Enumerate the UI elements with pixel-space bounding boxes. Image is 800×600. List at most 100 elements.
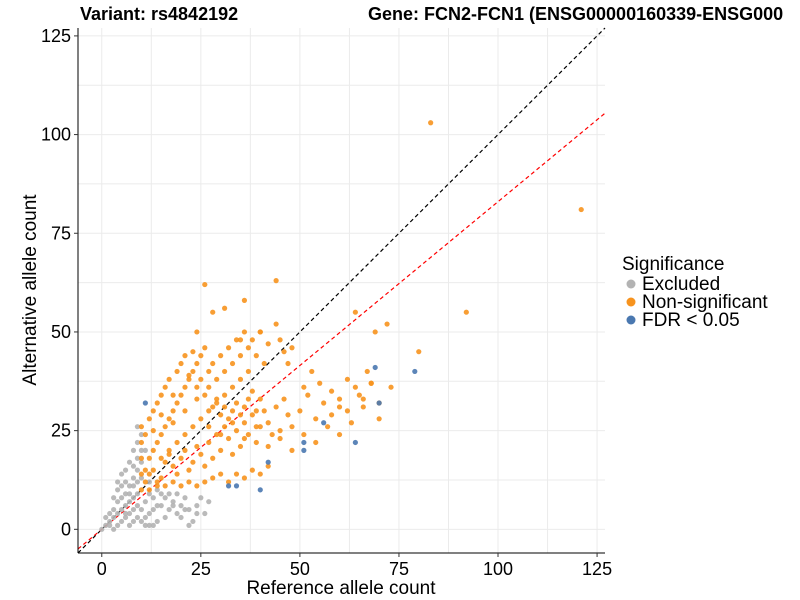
point-non-significant: [317, 380, 323, 386]
point-excluded: [166, 506, 172, 513]
point-non-significant: [166, 376, 172, 382]
point-non-significant: [281, 349, 287, 355]
point-non-significant: [257, 424, 263, 430]
point-non-significant: [198, 353, 204, 359]
point-non-significant: [348, 420, 355, 426]
y-tick-label: 100: [41, 125, 71, 145]
point-non-significant: [241, 435, 248, 442]
point-non-significant: [289, 447, 295, 453]
point-non-significant: [463, 309, 469, 315]
point-excluded: [99, 526, 105, 532]
point-non-significant: [253, 353, 259, 359]
point-non-significant: [229, 360, 236, 367]
point-non-significant: [210, 475, 216, 481]
point-excluded: [111, 526, 117, 532]
legend-key-non-significant: [626, 297, 636, 307]
point-excluded: [115, 510, 121, 517]
point-non-significant: [222, 404, 228, 410]
point-non-significant: [233, 428, 240, 434]
point-non-significant: [210, 404, 216, 410]
point-excluded: [130, 506, 137, 513]
point-excluded: [178, 503, 184, 509]
point-non-significant: [257, 396, 263, 402]
point-non-significant: [229, 384, 236, 390]
point-non-significant: [328, 388, 335, 394]
point-non-significant: [170, 408, 176, 414]
point-fdr-0-05: [225, 483, 232, 489]
point-excluded: [122, 467, 129, 473]
x-tick-label: 25: [191, 559, 211, 579]
grid-layer: [78, 28, 605, 553]
point-non-significant: [269, 431, 275, 438]
point-non-significant: [376, 416, 382, 422]
point-excluded: [134, 514, 141, 521]
point-non-significant: [162, 459, 168, 465]
legend-label-excluded: Excluded: [642, 274, 720, 295]
point-non-significant: [301, 384, 307, 390]
point-non-significant: [166, 447, 172, 453]
point-non-significant: [289, 424, 295, 430]
point-non-significant: [245, 431, 251, 438]
point-excluded: [115, 479, 121, 485]
point-non-significant: [150, 428, 156, 434]
point-non-significant: [150, 467, 156, 473]
chart-title-variant: Variant: rs4842192: [80, 4, 238, 24]
point-non-significant: [194, 384, 200, 390]
point-non-significant: [174, 368, 180, 375]
point-excluded: [134, 424, 141, 430]
point-non-significant: [158, 392, 164, 398]
point-non-significant: [222, 305, 228, 311]
point-non-significant: [289, 345, 295, 351]
point-non-significant: [265, 341, 271, 347]
point-non-significant: [225, 416, 232, 422]
point-non-significant: [170, 463, 176, 469]
axes: [77, 28, 605, 554]
point-non-significant: [218, 447, 224, 453]
point-excluded: [130, 518, 137, 525]
point-excluded: [115, 522, 121, 528]
point-excluded: [198, 495, 204, 501]
point-excluded: [146, 479, 152, 485]
point-excluded: [122, 510, 129, 517]
point-excluded: [170, 499, 176, 505]
point-fdr-0-05: [233, 483, 240, 489]
point-excluded: [154, 518, 160, 525]
y-tick-label: 125: [41, 26, 71, 46]
point-non-significant: [138, 424, 144, 430]
point-non-significant: [178, 392, 184, 398]
point-non-significant: [328, 412, 335, 418]
point-excluded: [138, 518, 144, 525]
point-non-significant: [206, 408, 212, 414]
point-non-significant: [214, 400, 220, 406]
point-non-significant: [257, 471, 263, 477]
point-excluded: [118, 483, 125, 489]
point-non-significant: [162, 384, 168, 390]
point-non-significant: [202, 392, 208, 398]
point-non-significant: [225, 479, 232, 485]
point-non-significant: [194, 396, 200, 402]
point-excluded: [142, 447, 148, 453]
point-non-significant: [146, 487, 152, 493]
point-non-significant: [253, 439, 259, 446]
point-non-significant: [352, 384, 358, 390]
point-non-significant: [154, 439, 160, 446]
point-excluded: [146, 491, 152, 497]
point-non-significant: [309, 368, 315, 375]
point-non-significant: [202, 345, 208, 351]
point-excluded: [138, 506, 144, 513]
point-excluded: [150, 522, 156, 528]
point-excluded: [126, 499, 133, 505]
point-excluded: [142, 514, 148, 521]
point-non-significant: [166, 416, 172, 422]
point-excluded: [138, 431, 144, 438]
point-non-significant: [146, 416, 152, 422]
point-non-significant: [190, 349, 196, 355]
point-non-significant: [249, 412, 255, 418]
point-non-significant: [202, 463, 208, 469]
y-tick-label: 25: [51, 421, 71, 441]
point-excluded: [154, 503, 160, 509]
point-excluded: [138, 459, 144, 465]
point-non-significant: [241, 329, 248, 335]
point-fdr-0-05: [372, 364, 378, 371]
x-tick-label: 125: [582, 559, 612, 579]
